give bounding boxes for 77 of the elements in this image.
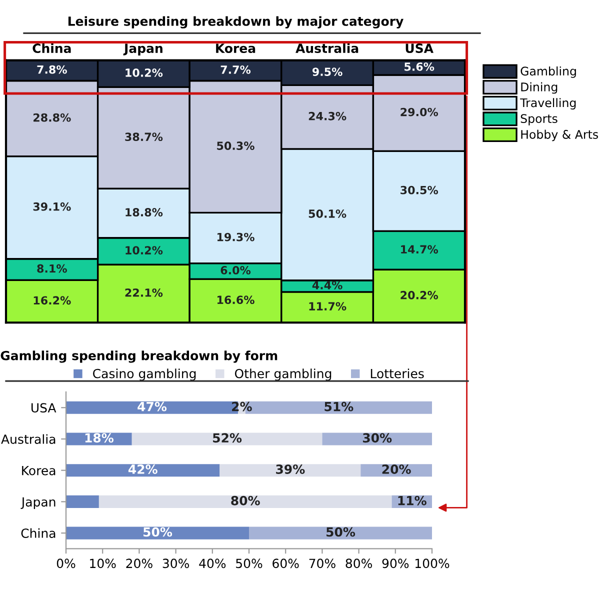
- data-label: 7.8%: [37, 65, 67, 74]
- x-tick-label: 100%: [416, 558, 450, 568]
- data-label: 19.3%: [217, 232, 254, 242]
- legend-label: Casino gambling: [93, 368, 196, 381]
- data-label: 10.2%: [126, 68, 163, 77]
- data-label: 5.6%: [404, 62, 434, 71]
- data-label: 51%: [324, 402, 354, 412]
- data-label: 50%: [144, 527, 172, 537]
- y-tick-label: USA: [31, 403, 56, 413]
- data-label: 11%: [398, 496, 426, 506]
- x-tick-label: Japan: [123, 44, 162, 56]
- data-label: 8.1%: [37, 264, 67, 273]
- y-tick-label: Australia: [1, 434, 56, 444]
- data-label: 18.8%: [126, 208, 163, 216]
- x-tick-label: Australia: [296, 43, 358, 54]
- data-label: 18%: [85, 433, 114, 443]
- data-label: 10.2%: [126, 246, 163, 254]
- x-tick-label: 70%: [309, 558, 336, 568]
- x-tick-label: 10%: [90, 558, 116, 568]
- data-label: 20.2%: [400, 290, 438, 300]
- data-label: 16.6%: [217, 296, 254, 304]
- x-tick-label: Korea: [216, 44, 256, 54]
- data-label: 20%: [382, 464, 411, 474]
- legend-label: Hobby & Arts: [521, 130, 598, 142]
- data-label: 7.7%: [220, 65, 251, 74]
- bar: [66, 526, 249, 540]
- data-label: 30%: [362, 433, 392, 443]
- data-label: 28.8%: [34, 113, 71, 122]
- data-label: 50.1%: [308, 209, 346, 218]
- data-label: 29.0%: [400, 108, 438, 116]
- x-tick-label: 60%: [272, 558, 299, 568]
- x-tick-label: USA: [406, 44, 434, 54]
- y-tick-label: Korea: [22, 466, 56, 476]
- x-tick-label: 50%: [236, 558, 262, 568]
- data-label: 50.3%: [217, 142, 254, 150]
- data-label: 47%: [138, 402, 167, 412]
- bar: [98, 495, 392, 508]
- x-tick-label: 20%: [126, 558, 152, 568]
- data-label: 9.5%: [312, 68, 342, 76]
- legend-label: Sports: [520, 114, 558, 126]
- legend-label: Travelling: [520, 98, 576, 110]
- data-label: 4.4%: [312, 280, 342, 290]
- y-tick-label: Japan: [20, 497, 56, 510]
- bar: [66, 495, 99, 508]
- bar: [249, 526, 432, 540]
- legend-label: Other gambling: [234, 368, 332, 381]
- chart-title: Leisure spending breakdown by major category: [68, 16, 404, 28]
- data-label: 2%: [232, 402, 252, 412]
- legend-label: Dining: [521, 82, 558, 94]
- legend-label: Lotteries: [370, 368, 424, 378]
- x-tick-label: 40%: [199, 558, 226, 568]
- data-label: 80%: [231, 496, 260, 506]
- bar: [132, 432, 322, 446]
- x-tick-label: 80%: [346, 558, 372, 568]
- x-tick-label: 30%: [162, 558, 189, 568]
- data-label: 50%: [326, 527, 356, 537]
- data-label: 6.0%: [220, 266, 251, 274]
- data-label: 16.2%: [34, 296, 71, 305]
- data-label: 38.7%: [125, 132, 163, 142]
- bar: [220, 464, 361, 477]
- data-label: 39.1%: [33, 202, 71, 211]
- y-tick-label: China: [21, 528, 56, 538]
- legend-label: Gambling: [520, 66, 576, 78]
- data-label: 14.7%: [401, 245, 438, 254]
- chart-title: Gambling spending breakdown by form: [0, 350, 278, 363]
- data-label: 42%: [128, 464, 158, 474]
- data-label: 52%: [213, 433, 242, 443]
- data-label: 22.1%: [125, 288, 163, 297]
- bar: [322, 432, 432, 446]
- data-label: 24.3%: [308, 112, 346, 120]
- bar: [66, 464, 220, 477]
- data-label: 39%: [276, 464, 305, 474]
- data-label: 11.7%: [309, 302, 346, 310]
- x-tick-label: 90%: [382, 558, 409, 568]
- data-label: 30.5%: [400, 186, 438, 194]
- x-tick-label: China: [32, 43, 71, 54]
- x-tick-label: 0%: [56, 558, 76, 568]
